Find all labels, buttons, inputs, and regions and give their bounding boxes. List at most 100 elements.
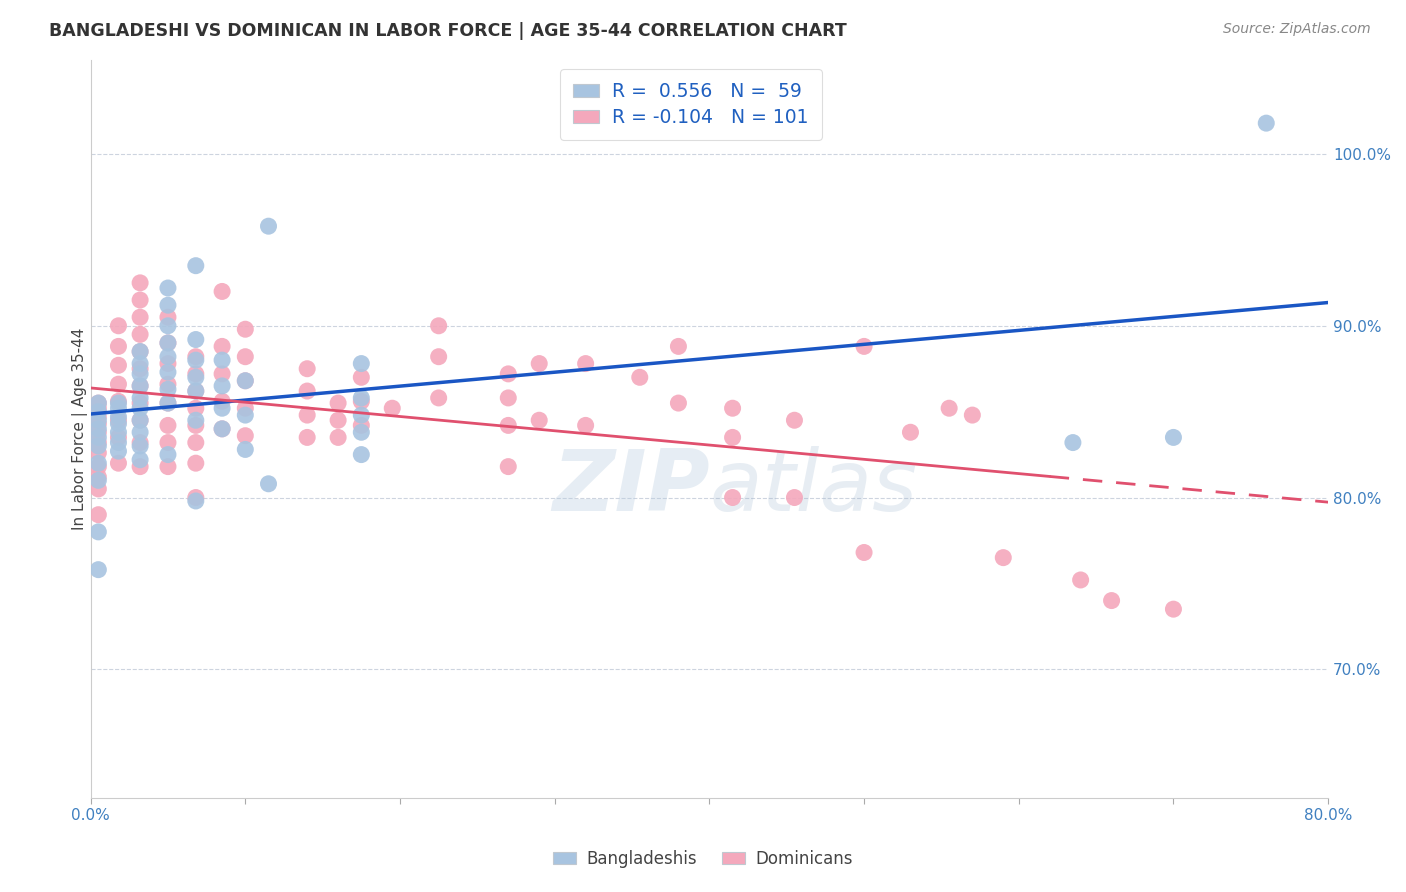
Point bbox=[350, 448, 373, 462]
Point bbox=[184, 370, 207, 384]
Point bbox=[156, 335, 179, 350]
Point bbox=[721, 430, 744, 444]
Point bbox=[107, 413, 129, 427]
Point bbox=[1163, 430, 1185, 444]
Point bbox=[993, 550, 1015, 565]
Point bbox=[184, 367, 207, 381]
Point bbox=[350, 370, 373, 384]
Point bbox=[156, 357, 179, 371]
Point bbox=[184, 259, 207, 273]
Point bbox=[1101, 593, 1123, 607]
Point bbox=[129, 396, 152, 410]
Point bbox=[233, 374, 256, 388]
Point bbox=[87, 482, 110, 496]
Point bbox=[107, 394, 129, 409]
Point bbox=[295, 408, 318, 422]
Point bbox=[783, 491, 806, 505]
Point bbox=[529, 413, 551, 427]
Point bbox=[87, 459, 110, 474]
Point bbox=[87, 439, 110, 453]
Point bbox=[87, 508, 110, 522]
Point bbox=[211, 367, 233, 381]
Point bbox=[87, 524, 110, 539]
Point bbox=[156, 365, 179, 379]
Point bbox=[668, 396, 690, 410]
Point bbox=[156, 350, 179, 364]
Point bbox=[156, 335, 179, 350]
Point bbox=[184, 413, 207, 427]
Point bbox=[350, 391, 373, 405]
Point bbox=[129, 379, 152, 393]
Point bbox=[900, 425, 922, 440]
Point bbox=[129, 344, 152, 359]
Text: Source: ZipAtlas.com: Source: ZipAtlas.com bbox=[1223, 22, 1371, 37]
Text: BANGLADESHI VS DOMINICAN IN LABOR FORCE | AGE 35-44 CORRELATION CHART: BANGLADESHI VS DOMINICAN IN LABOR FORCE … bbox=[49, 22, 846, 40]
Point bbox=[233, 442, 256, 457]
Point bbox=[107, 409, 129, 424]
Point bbox=[129, 413, 152, 427]
Point bbox=[529, 357, 551, 371]
Point bbox=[156, 396, 179, 410]
Point bbox=[87, 474, 110, 488]
Point bbox=[350, 408, 373, 422]
Point bbox=[853, 545, 876, 559]
Point bbox=[184, 435, 207, 450]
Point bbox=[129, 293, 152, 307]
Point bbox=[184, 353, 207, 368]
Point bbox=[107, 444, 129, 458]
Point bbox=[107, 318, 129, 333]
Point bbox=[156, 281, 179, 295]
Point bbox=[1256, 116, 1278, 130]
Point bbox=[427, 391, 450, 405]
Point bbox=[107, 377, 129, 392]
Point bbox=[156, 459, 179, 474]
Point bbox=[575, 357, 598, 371]
Point bbox=[257, 476, 280, 491]
Point bbox=[156, 377, 179, 392]
Point bbox=[295, 430, 318, 444]
Point bbox=[107, 430, 129, 444]
Point bbox=[233, 350, 256, 364]
Point bbox=[107, 401, 129, 416]
Point bbox=[156, 382, 179, 396]
Point bbox=[962, 408, 984, 422]
Point bbox=[156, 448, 179, 462]
Point bbox=[233, 428, 256, 442]
Point bbox=[129, 452, 152, 467]
Point bbox=[129, 435, 152, 450]
Point bbox=[107, 396, 129, 410]
Point bbox=[156, 396, 179, 410]
Point bbox=[853, 339, 876, 353]
Point bbox=[156, 318, 179, 333]
Point bbox=[233, 408, 256, 422]
Point bbox=[211, 353, 233, 368]
Point bbox=[184, 384, 207, 398]
Point bbox=[184, 491, 207, 505]
Point bbox=[129, 357, 152, 371]
Point bbox=[184, 384, 207, 398]
Point bbox=[107, 425, 129, 440]
Point bbox=[87, 396, 110, 410]
Point bbox=[211, 339, 233, 353]
Text: ZIP: ZIP bbox=[551, 446, 710, 530]
Point bbox=[668, 339, 690, 353]
Point bbox=[129, 413, 152, 427]
Point bbox=[211, 422, 233, 436]
Point bbox=[129, 459, 152, 474]
Point bbox=[87, 430, 110, 444]
Point bbox=[498, 459, 520, 474]
Legend: R =  0.556   N =  59, R = -0.104   N = 101: R = 0.556 N = 59, R = -0.104 N = 101 bbox=[560, 69, 823, 140]
Point bbox=[184, 350, 207, 364]
Point bbox=[184, 494, 207, 508]
Point bbox=[427, 350, 450, 364]
Point bbox=[87, 422, 110, 436]
Point bbox=[129, 439, 152, 453]
Point bbox=[184, 456, 207, 470]
Point bbox=[87, 446, 110, 460]
Point bbox=[87, 435, 110, 450]
Y-axis label: In Labor Force | Age 35-44: In Labor Force | Age 35-44 bbox=[72, 327, 87, 530]
Point bbox=[129, 344, 152, 359]
Point bbox=[107, 435, 129, 450]
Point bbox=[427, 318, 450, 333]
Point bbox=[211, 422, 233, 436]
